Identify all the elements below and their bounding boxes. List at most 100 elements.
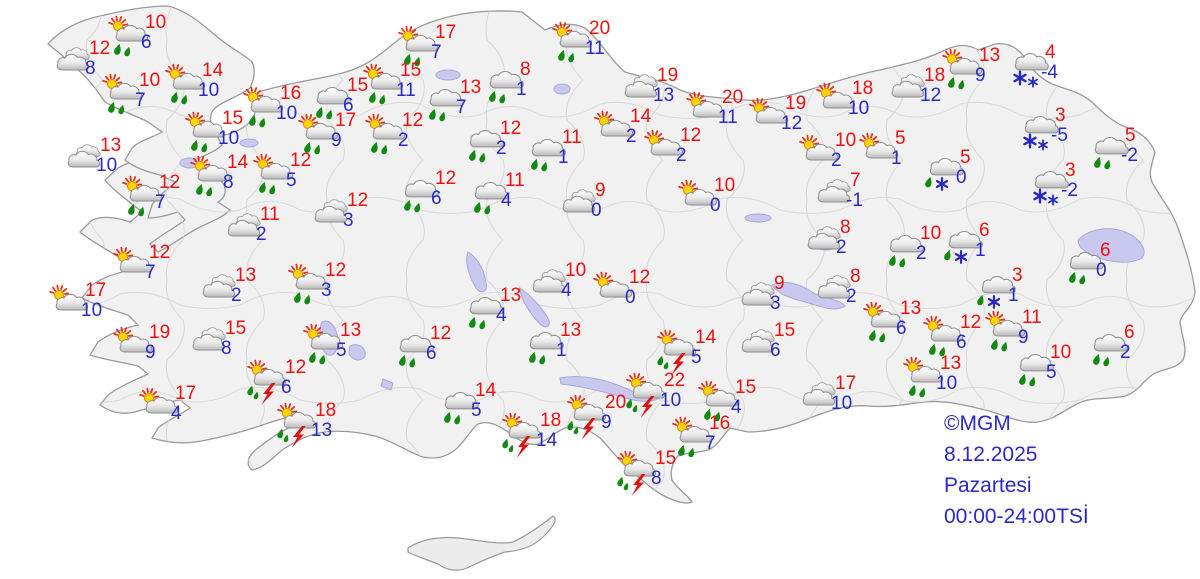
cloud-rain-icon [404, 179, 439, 213]
low-temp: 1 [975, 240, 986, 261]
high-temp: 16 [709, 413, 731, 434]
sun-cloud-storm-icon [247, 359, 287, 405]
weather-station: 22 10 [626, 371, 685, 422]
low-temp: 9 [1018, 327, 1029, 348]
cloud-rain-icon [316, 86, 351, 120]
low-temp: -1 [846, 190, 863, 211]
credit-day: Pazartesi [944, 474, 1032, 497]
high-temp: 9 [774, 273, 785, 294]
cyprus-island [407, 515, 556, 571]
high-temp: 14 [227, 152, 249, 173]
cloud-rain-icon [469, 129, 504, 163]
high-temp: 13 [460, 77, 482, 98]
low-temp: 8 [221, 338, 232, 359]
weather-station: 11 2 [223, 205, 280, 256]
low-temp: 0 [625, 287, 636, 308]
cloud-icon [741, 329, 775, 353]
sun-cloud-rain-icon [102, 73, 143, 115]
low-temp: 1 [556, 340, 567, 361]
low-temp: 10 [276, 103, 298, 124]
low-temp: 6 [770, 340, 781, 361]
high-temp: 3 [1012, 265, 1023, 286]
weather-station: 16 7 [672, 414, 730, 465]
low-temp: -2 [1121, 145, 1138, 166]
low-temp: 11 [585, 38, 605, 59]
low-temp: 6 [343, 95, 354, 116]
reservoir-keban [771, 281, 846, 310]
high-temp: 17 [835, 373, 857, 394]
sun-cloud-rain-icon [552, 21, 593, 63]
high-temp: 12 [290, 150, 312, 171]
low-temp: 12 [920, 85, 942, 106]
weather-station: 20 11 [685, 88, 743, 139]
low-temp: 2 [916, 243, 927, 264]
sun-cloud-rain-icon [190, 155, 231, 197]
cloud-icon [56, 47, 90, 71]
cloud-snow-icon [1013, 52, 1049, 88]
sun-cloud-rain-icon [365, 113, 406, 155]
weather-station: 12 7 [122, 173, 180, 224]
weather-station: 18 12 [887, 66, 945, 117]
weather-station: 12 3 [288, 261, 346, 312]
low-temp: 4 [501, 190, 512, 211]
lake-small-sw [380, 378, 394, 391]
low-temp: -5 [1051, 125, 1068, 146]
high-temp: 3 [1055, 105, 1066, 126]
weather-station: 11 4 [468, 171, 525, 222]
weather-station: 12 2 [365, 111, 423, 162]
sun-cloud-storm-icon [502, 412, 542, 458]
cloud-icon [202, 274, 236, 298]
high-temp: 19 [149, 322, 171, 343]
cloud-rain-icon [489, 70, 524, 104]
weather-station: 18 10 [815, 79, 873, 130]
sun-cloud-rain-icon [398, 25, 439, 67]
cloud-icon [67, 144, 101, 168]
weather-station: 12 0 [592, 268, 650, 319]
weather-station: 3 -2 [1028, 161, 1078, 212]
high-temp: 12 [960, 312, 982, 333]
low-temp: 7 [155, 192, 166, 213]
high-temp: 6 [1100, 240, 1111, 261]
low-temp: 10 [96, 155, 118, 176]
weather-station: 15 11 [363, 61, 421, 112]
high-temp: 12 [435, 168, 457, 189]
low-temp: 5 [471, 400, 482, 421]
low-temp: 4 [171, 403, 182, 424]
low-temp: 1 [516, 79, 527, 100]
low-temp: 4 [561, 280, 572, 301]
sun-cloud-icon [799, 134, 839, 161]
high-temp: 10 [714, 175, 736, 196]
low-temp: 2 [231, 285, 242, 306]
weather-station: 15 8 [188, 319, 246, 370]
low-temp: 1 [1008, 285, 1019, 306]
low-temp: 7 [456, 97, 467, 118]
low-temp: 2 [836, 237, 847, 258]
sun-cloud-rain-icon [698, 380, 739, 422]
high-temp: 10 [835, 130, 857, 151]
sun-cloud-storm-icon [617, 450, 657, 496]
sun-cloud-rain-icon [108, 15, 149, 57]
high-temp: 15 [225, 318, 247, 339]
weather-station: 18 13 [277, 401, 336, 452]
lake-iznik [239, 138, 259, 148]
high-temp: 13 [979, 45, 1001, 66]
low-temp: 8 [85, 58, 96, 79]
low-temp: 1 [558, 147, 569, 168]
weather-station: 12 8 [52, 39, 110, 90]
sun-cloud-icon [749, 97, 789, 124]
weather-station: 7 -1 [813, 171, 863, 222]
low-temp: 2 [831, 150, 842, 171]
high-temp: 5 [960, 147, 971, 168]
weather-station: 12 6 [398, 169, 456, 220]
weather-station: 14 8 [190, 153, 248, 204]
low-temp: 6 [896, 318, 907, 339]
low-temp: 1 [891, 148, 902, 169]
weather-station: 10 6 [108, 13, 166, 64]
high-temp: 6 [979, 220, 990, 241]
lake-egirdir [348, 344, 366, 361]
high-temp: 18 [540, 410, 562, 431]
low-temp: 5 [691, 347, 702, 368]
